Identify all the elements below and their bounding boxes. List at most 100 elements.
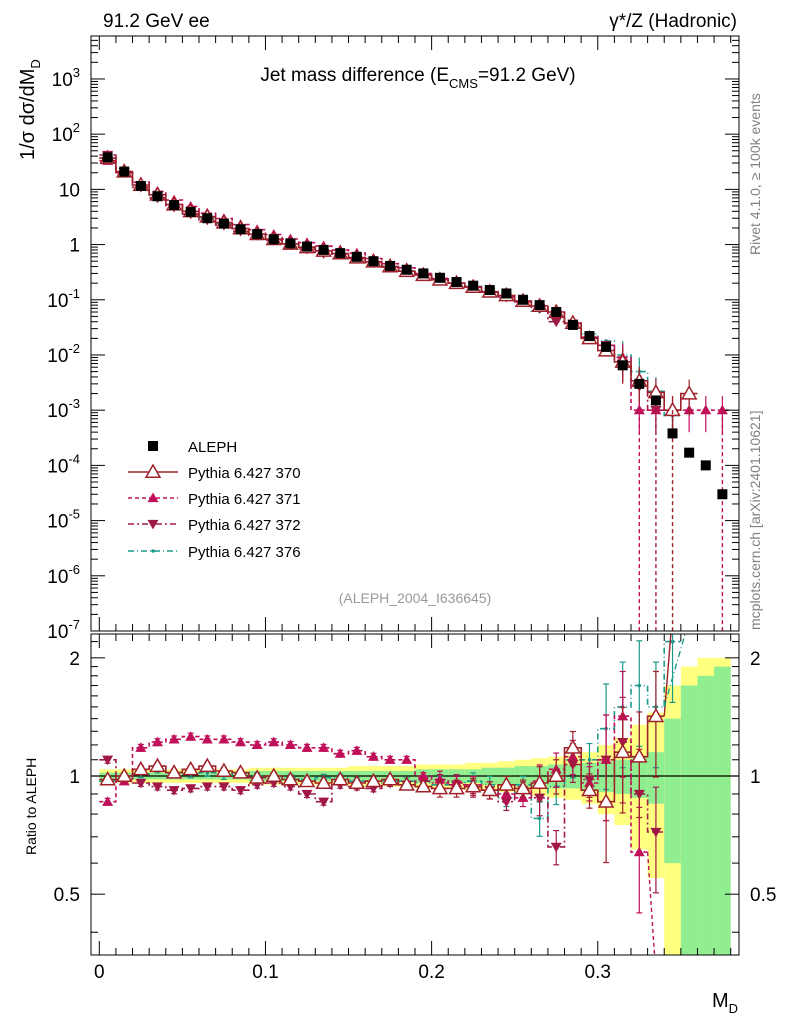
ratio-y-tick-label: 1 [69,767,80,788]
marker-square [102,152,113,163]
marker-square [135,181,146,192]
marker-triangle-down [185,784,197,794]
marker-open-triangle [448,779,465,795]
series-line [99,157,681,417]
marker-dot [670,639,675,644]
marker-triangle-down [650,827,662,838]
marker-open-triangle [265,767,283,783]
marker-square [700,460,711,471]
ratio-y-tick-label-right: 2 [750,649,761,670]
marker-square [235,224,246,235]
marker-square [218,218,229,229]
marker-square [534,300,545,311]
marker-open-triangle [597,793,615,808]
marker-open-triangle [165,764,183,779]
marker-square [434,272,445,283]
y-tick-exponent: -1 [68,286,80,301]
marker-open-triangle [149,757,166,773]
legend-label: Pythia 6.427 370 [188,465,301,482]
y-tick-label: 10-3 [47,396,80,422]
marker-open-triangle [348,774,366,789]
marker-square [169,200,180,211]
marker-square [148,441,158,451]
y-tick-label: 10-4 [47,451,80,477]
ratio-series-line [99,715,665,803]
chart-title-sub: CMS [449,76,478,91]
side-mcplots-label: mcplots.cern.ch [arXiv:2401.10621] [747,411,763,630]
marker-triangle-up [268,736,280,747]
marker-square [717,489,728,500]
marker-triangle-up [633,404,645,415]
marker-triangle-down [301,789,313,800]
analysis-tag: (ALEPH_2004_I636645) [339,590,492,606]
ratio-y-label: Ratio to ALEPH [23,758,39,855]
marker-open-triangle [647,707,665,723]
marker-open-triangle [398,776,415,791]
y-tick-base: 10 [47,622,68,643]
marker-square [202,213,213,224]
y-tick-exponent: -4 [68,451,80,466]
marker-dot [637,683,642,688]
x-axis-label: MD [712,990,738,1016]
marker-open-triangle [298,772,316,788]
x-tick-label: 0.1 [252,962,278,983]
y-tick-exponent: -3 [68,396,80,411]
series-line [99,157,698,411]
marker-open-triangle [199,757,216,773]
ratio-y-tick-label: 2 [69,649,80,670]
y-tick-label: 10 [59,180,80,201]
marker-triangle-down [550,317,562,328]
marker-triangle-down [102,755,114,766]
marker-square [152,191,163,202]
marker-triangle-up [318,742,330,752]
marker-dot [587,757,592,762]
marker-triangle-up [151,736,163,747]
y-tick-label: 102 [52,120,80,146]
marker-open-triangle [464,778,482,793]
legend-label: ALEPH [188,439,237,456]
y-tick-base: 10 [47,346,68,367]
marker-square [551,307,562,318]
marker-square [484,285,495,296]
marker-triangle-up [434,773,446,784]
marker-triangle-up [700,404,712,415]
x-axis-label-main: M [712,990,729,1012]
marker-open-triangle [115,767,133,783]
marker-square [335,248,346,259]
marker-square [351,251,362,262]
ratio-offscale-line [663,634,672,717]
marker-square [401,264,412,275]
y-tick-base: 10 [52,70,73,91]
marker-square [650,395,661,406]
y-tick-exponent: -7 [68,617,80,632]
marker-open-triangle [415,778,432,793]
marker-triangle-up [168,733,180,744]
y-tick-base: 10 [47,456,68,477]
marker-open-triangle [132,760,150,776]
y-tick-label: 10-2 [47,341,80,367]
marker-square [368,256,379,267]
marker-open-triangle [680,385,698,400]
marker-open-triangle [182,760,199,776]
marker-open-triangle [232,764,249,779]
marker-square [667,428,678,439]
y-tick-label: 10-5 [47,507,80,533]
ratio-band-inner [647,752,665,804]
marker-open-triangle [315,774,332,789]
marker-triangle-up [284,739,296,750]
marker-open-triangle [514,779,532,795]
ratio-offscale-line [663,634,686,708]
marker-open-triangle [431,779,449,795]
y-tick-exponent: 3 [73,65,80,80]
marker-square [318,244,329,255]
y-tick-exponent: 2 [73,120,80,135]
marker-triangle-up [218,733,230,744]
marker-open-triangle [331,770,349,786]
ratio-series-group [99,634,686,955]
marker-open-triangle [144,463,162,478]
marker-triangle-up [135,742,147,752]
marker-square [617,360,628,371]
marker-triangle-down [218,782,230,793]
ratio-y-ticks: 0.5 0.5 1 1 2 2 [54,641,776,933]
